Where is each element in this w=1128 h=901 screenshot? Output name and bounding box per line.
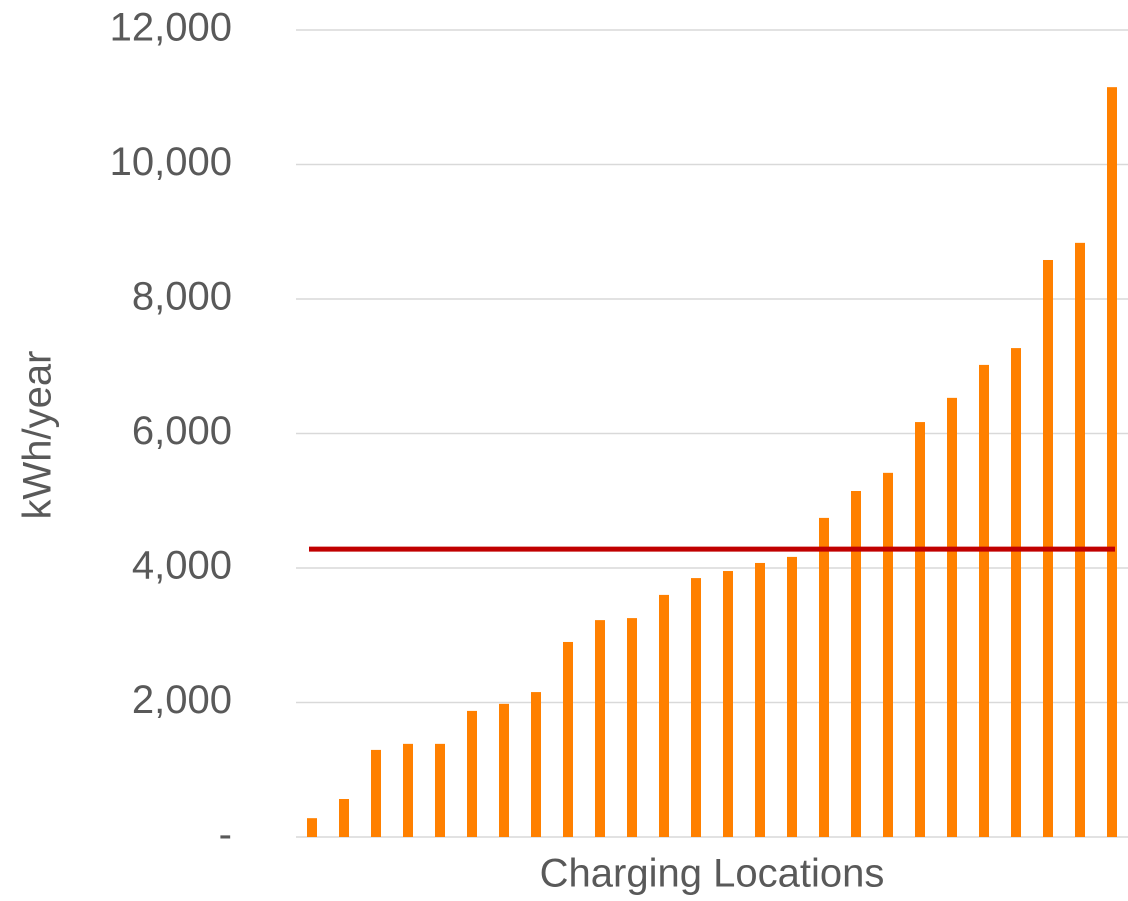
bar xyxy=(979,364,989,837)
y-tick-label: 10,000 xyxy=(110,140,232,184)
bar xyxy=(947,397,957,837)
y-tick-label: 12,000 xyxy=(110,6,232,50)
bar xyxy=(563,641,573,837)
bar xyxy=(851,490,861,837)
bar xyxy=(883,472,893,837)
y-tick-label: 4,000 xyxy=(132,544,232,588)
y-tick-label: 6,000 xyxy=(132,409,232,453)
bar xyxy=(1011,348,1021,837)
bar xyxy=(627,618,637,837)
y-tick-label: 8,000 xyxy=(132,275,232,319)
bar xyxy=(691,578,701,837)
bar xyxy=(307,818,317,837)
bar xyxy=(723,571,733,837)
bar xyxy=(467,710,477,837)
bar xyxy=(339,799,349,837)
bar xyxy=(435,743,445,837)
bar xyxy=(595,620,605,837)
bar xyxy=(787,556,797,837)
bar xyxy=(755,562,765,837)
bar xyxy=(1107,87,1117,838)
bar xyxy=(371,749,381,837)
bar xyxy=(915,422,925,837)
bar xyxy=(659,594,669,837)
bar xyxy=(531,692,541,837)
bar xyxy=(819,517,829,837)
y-tick-label: 2,000 xyxy=(132,678,232,722)
bar xyxy=(403,743,413,837)
y-axis-label: kWh/year xyxy=(16,351,60,520)
bar xyxy=(499,703,509,837)
x-axis-label: Charging Locations xyxy=(540,852,885,896)
y-tick-label: - xyxy=(219,813,232,857)
bar xyxy=(1075,242,1085,837)
